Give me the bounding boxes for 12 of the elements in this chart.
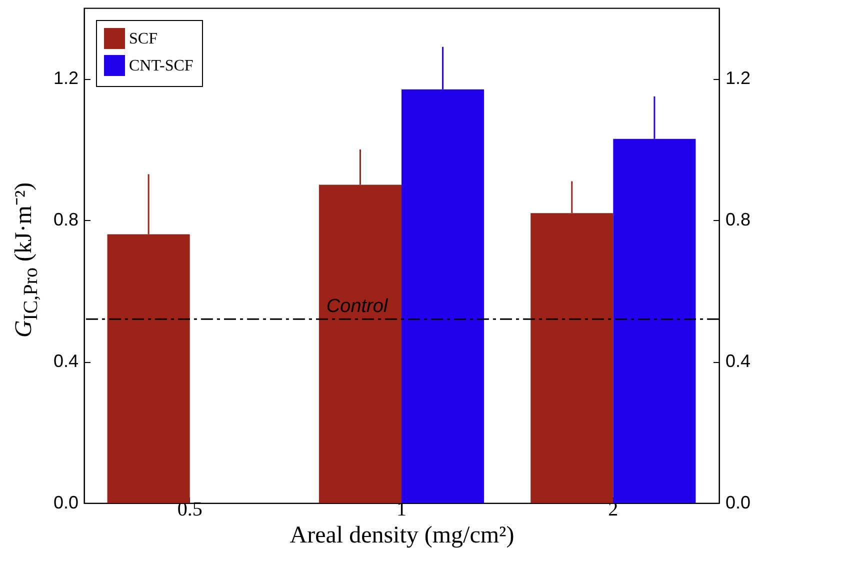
legend-label: SCF	[129, 30, 158, 48]
legend-label: CNT-SCF	[129, 58, 194, 74]
y2-tick-label: 0.8	[726, 210, 751, 230]
y2-tick-label: 1.2	[726, 68, 751, 88]
y-tick-label: 0.4	[53, 351, 78, 372]
ref-line-label: Control	[326, 296, 388, 318]
y-tick-label: 1.2	[53, 68, 78, 88]
y2-tick-label: 0.0	[726, 492, 751, 512]
x-axis-title: Areal density (mg/cm²)	[290, 522, 514, 548]
y2-tick-label: 0.4	[726, 351, 751, 372]
y-tick-label: 0.8	[53, 210, 78, 230]
y-tick-label: 0.0	[53, 492, 78, 512]
